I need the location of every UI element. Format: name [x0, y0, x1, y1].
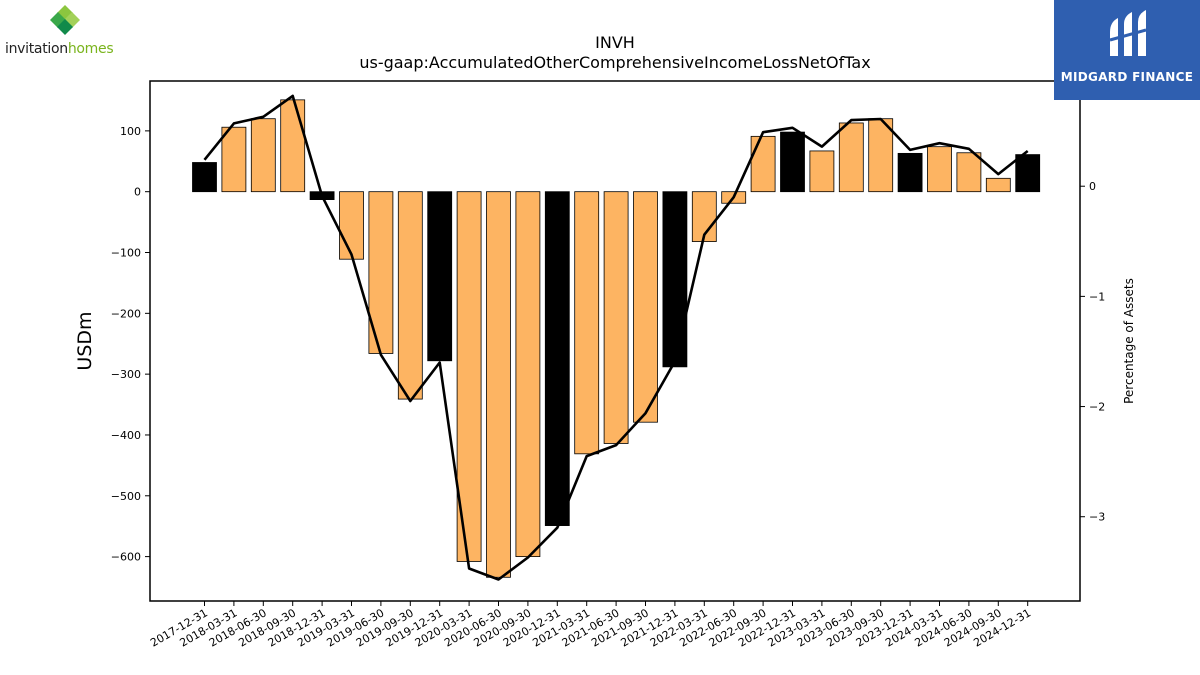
y2-axis-label: Percentage of Assets: [1122, 278, 1136, 404]
bar-2021-09-30: [633, 191, 658, 423]
bar-2023-12-31: [897, 152, 923, 193]
midgard-brand-text: MIDGARD FINANCE: [1060, 70, 1194, 84]
y-tick-label: −600: [111, 551, 141, 564]
bar-2023-06-30: [838, 122, 864, 193]
bar-2019-09-30: [397, 191, 423, 400]
bar-2022-09-30: [750, 135, 776, 193]
bar-2018-09-30: [280, 99, 306, 193]
x-axis: 2017-12-312018-03-312018-06-302018-09-30…: [148, 601, 1033, 650]
y-tick-label: −100: [111, 247, 141, 260]
logo-word-invitation: invitation: [5, 41, 68, 57]
bar-2022-12-31: [780, 131, 805, 193]
y-tick-label: −300: [111, 368, 141, 381]
y2-tick-label: −3: [1089, 511, 1105, 524]
y-tick-label: 0: [134, 186, 141, 199]
bar-series: [192, 99, 1041, 578]
bar-2021-12-31: [662, 191, 688, 368]
invitation-homes-logo: invitationhomes: [0, 0, 135, 62]
bar-2017-12-31: [192, 162, 217, 193]
midgard-finance-logo: MIDGARD FINANCE: [1054, 0, 1200, 100]
bar-2024-06-30: [956, 152, 982, 193]
y-tick-label: −400: [111, 429, 141, 442]
y-tick-label: −200: [111, 307, 141, 320]
y-axis-right: 0 −1 −2 −3: [1080, 180, 1105, 524]
y2-tick-label: 0: [1089, 180, 1096, 193]
bar-2024-09-30: [985, 177, 1011, 193]
percentage-line-series: [203, 94, 1029, 581]
bar-2018-06-30: [250, 118, 276, 193]
bar-2018-03-31: [221, 126, 247, 193]
bar-2020-12-31: [544, 191, 570, 526]
midgard-monogram-icon: [1109, 10, 1147, 56]
y-tick-label: −500: [111, 490, 141, 503]
bar-2024-03-31: [927, 146, 952, 193]
bar-2021-06-30: [603, 191, 629, 444]
logo-word-homes: homes: [67, 41, 114, 57]
plot-frame: [149, 80, 1081, 602]
logo-wordmark: invitationhomes: [5, 41, 114, 57]
percentage-of-assets-line: [203, 94, 1029, 581]
bar-2019-03-31: [339, 191, 364, 260]
y-tick-label: 100: [120, 125, 141, 138]
bar-2020-09-30: [515, 191, 541, 558]
bar-2019-12-31: [427, 191, 453, 362]
house-diamond-icon: [50, 5, 80, 35]
bar-2021-03-31: [574, 191, 600, 455]
chart-subtitle: us-gaap:AccumulatedOtherComprehensiveInc…: [359, 53, 870, 72]
bar-2024-12-31: [1015, 154, 1041, 193]
bar-2020-06-30: [486, 191, 511, 578]
y2-tick-label: −2: [1089, 401, 1105, 414]
y-axis-label: USDm: [74, 311, 96, 370]
bar-2023-03-31: [809, 150, 835, 193]
chart-title: INVH: [595, 33, 635, 52]
y-axis-left: 100 0 −100 −200 −300 −400 −500 −600: [111, 125, 150, 564]
y2-tick-label: −1: [1089, 290, 1105, 303]
